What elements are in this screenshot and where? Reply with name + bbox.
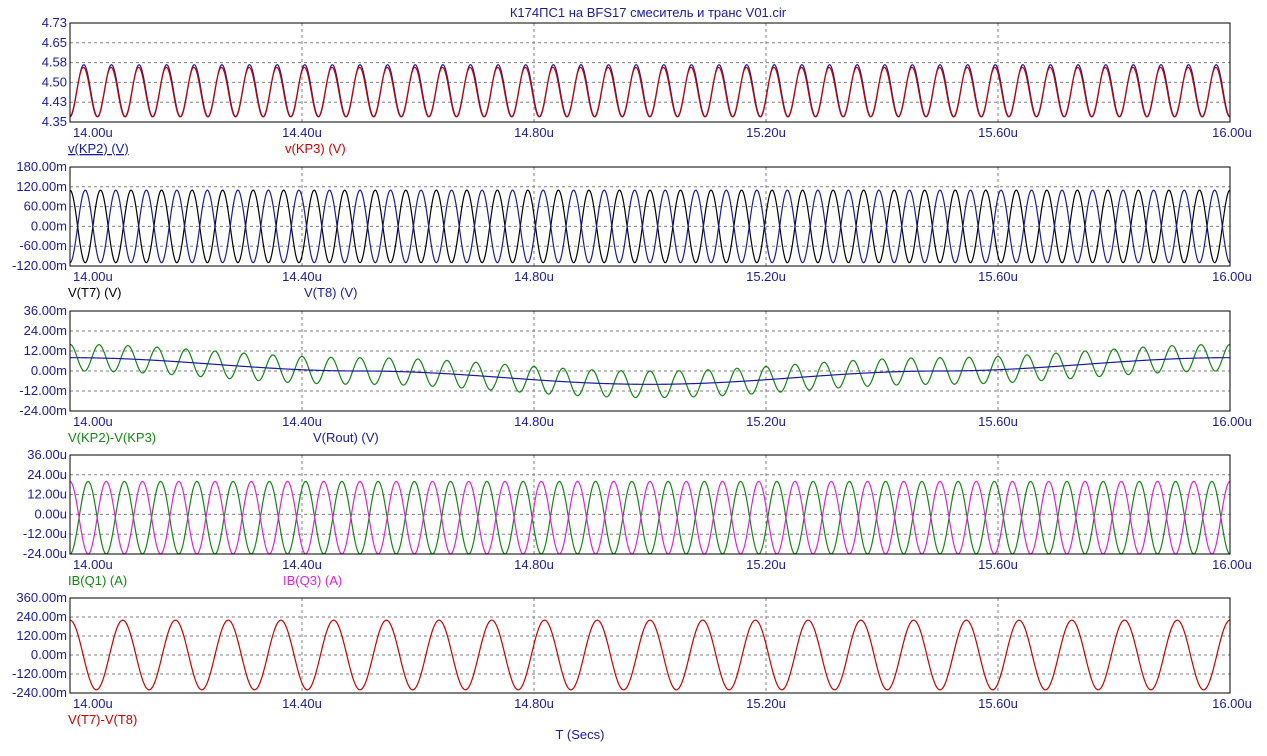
legend-entry: V(KP2)-V(KP3) [68,430,156,445]
x-tick-label: 14.40u [282,414,322,429]
legend-entry: v(KP3) (V) [285,141,346,156]
y-tick-label: 24.00u [27,467,67,482]
y-tick-label: 12.00u [27,487,67,502]
y-tick-label: 180.00m [16,159,67,174]
x-tick-label: 14.00u [73,125,113,140]
plot-panel-1: 4.73 4.65 4.58 4.50 4.43 4.35 14.00u 14.40u 14.8… [42,15,1252,156]
y-tick-label: 240.00m [16,609,67,624]
series-line-3-1 [69,343,1231,399]
legend-entry: v(KP2) (V) [68,141,129,156]
y-tick-label: 12.00m [24,343,67,358]
plot-panel-3: 36.00m 24.00m 12.00m 0.00m -12.00m -24.00m 14.… [19,303,1252,445]
x-tick-label: 15.60u [978,125,1018,140]
x-tick-label: 16.00u [1212,125,1252,140]
y-tick-label: 120.00m [16,179,67,194]
x-tick-label: 16.00u [1212,557,1252,572]
series-line-1-1 [69,64,1231,118]
x-tick-label: 14.80u [514,696,554,711]
y-tick-label: 36.00m [24,303,67,318]
y-tick-label: 60.00m [24,199,67,214]
y-tick-label: 4.50 [42,74,67,89]
plot-panels: 4.73 4.65 4.58 4.50 4.43 4.35 14.00u 14.40u 14.8… [12,15,1252,727]
x-tick-label: 14.40u [282,696,322,711]
y-tick-label: 0.00m [31,363,67,378]
x-tick-label: 15.60u [978,557,1018,572]
x-tick-label: 14.80u [514,414,554,429]
y-tick-label: -240.00m [12,685,67,700]
plot-frame [69,454,1231,555]
grid [70,598,1230,693]
y-tick-label: 0.00m [31,647,67,662]
y-tick-label: 24.00m [24,323,67,338]
y-tick-label: 4.65 [42,35,67,50]
plot-panel-4: 36.00u 24.00u 12.00u 0.00u -12.00u -24.00u 14.… [23,447,1252,588]
x-tick-label: 15.60u [978,269,1018,284]
y-tick-label: 360.00m [16,590,67,605]
x-tick-label: 16.00u [1212,414,1252,429]
y-tick-label: -60.00m [19,238,67,253]
plot-frame [69,597,1231,694]
y-tick-label: -24.00u [23,546,67,561]
x-tick-label: 16.00u [1212,269,1252,284]
series-line-4-2 [69,480,1231,555]
plot-title: К174ПС1 на BFS17 смеситель и транс V01.c… [510,5,787,20]
plot-frame [69,22,1231,123]
y-tick-label: 36.00u [27,447,67,462]
y-tick-label: 4.73 [42,15,67,30]
legend-entry: IB(Q1) (A) [68,573,127,588]
x-tick-label: 14.40u [282,269,322,284]
series-line-3-2 [70,357,1230,385]
y-tick-label: -24.00m [19,403,67,418]
y-tick-label: -120.00m [12,258,67,273]
plot-frame [69,310,1231,412]
y-tick-label: 4.35 [42,114,67,129]
x-tick-label: 14.00u [73,414,113,429]
legend-entry: V(T7)-V(T8) [68,712,137,727]
x-tick-label: 15.20u [746,125,786,140]
x-tick-label: 14.00u [73,269,113,284]
x-tick-label: 15.60u [978,696,1018,711]
x-tick-label: 14.00u [73,557,113,572]
x-tick-label: 14.80u [514,557,554,572]
grid [70,23,1230,122]
x-tick-label: 14.80u [514,269,554,284]
x-tick-label: 15.20u [746,414,786,429]
x-axis-label: T (Secs) [556,727,605,742]
x-tick-label: 14.80u [514,125,554,140]
plot-panel-2: 180.00m 120.00m 60.00m 0.00m -60.00m -120.00m… [12,159,1252,300]
x-tick-label: 15.20u [746,269,786,284]
y-tick-label: -120.00m [12,666,67,681]
x-tick-label: 14.40u [282,125,322,140]
y-tick-label: 0.00u [34,506,67,521]
series-line-2-1 [69,189,1231,264]
grid [70,311,1230,411]
series-line-4-1 [69,480,1231,555]
x-tick-label: 15.60u [978,414,1018,429]
legend-entry: IB(Q3) (A) [283,573,342,588]
x-tick-label: 16.00u [1212,696,1252,711]
y-tick-label: 4.58 [42,55,67,70]
y-tick-label: -12.00m [19,383,67,398]
plot-panel-5: 360.00m 240.00m 120.00m 0.00m -120.00m -240.0… [12,590,1252,727]
series-line-1-2 [69,66,1231,118]
y-tick-label: 4.43 [42,94,67,109]
y-tick-label: 120.00m [16,628,67,643]
plot-frame [69,166,1231,267]
series-line-2-2 [69,189,1231,264]
legend-entry: V(T7) (V) [68,285,121,300]
x-tick-label: 14.00u [73,696,113,711]
x-tick-label: 14.40u [282,557,322,572]
series-line-5-1 [69,619,1231,691]
x-tick-label: 15.20u [746,696,786,711]
legend-entry: V(Rout) (V) [313,430,379,445]
x-tick-label: 15.20u [746,557,786,572]
y-tick-label: 0.00m [31,218,67,233]
y-tick-label: -12.00u [23,526,67,541]
legend-entry: V(T8) (V) [304,285,357,300]
